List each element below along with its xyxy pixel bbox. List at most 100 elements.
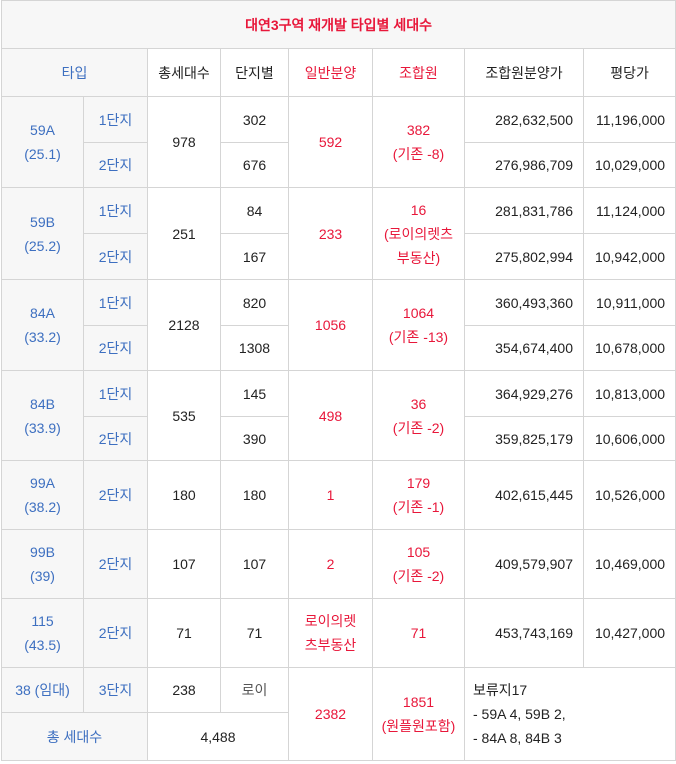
total-label-cell: 총 세대수 bbox=[1, 712, 148, 761]
general-sale-cell: 498 bbox=[288, 370, 373, 461]
complex-cell: 2단지 bbox=[83, 142, 148, 188]
per-pyeong-cell: 10,427,000 bbox=[582, 598, 676, 668]
reserve-note-title: 보류지17 bbox=[473, 682, 528, 698]
member-price-cell: 364,929,276 bbox=[464, 370, 584, 417]
type-size: (33.9) bbox=[24, 419, 61, 436]
complex-count-cell: 302 bbox=[220, 96, 289, 143]
header-total-units: 총세대수 bbox=[147, 48, 221, 97]
table-title: 대연3구역 재개발 타입별 세대수 bbox=[0, 0, 676, 49]
type-size: (38.2) bbox=[24, 499, 61, 515]
member-note: (로이의렛츠 bbox=[383, 225, 454, 242]
type-name: 99B bbox=[30, 544, 55, 560]
complex-count-cell: 167 bbox=[220, 233, 289, 280]
type-cell: 59A (25.1) bbox=[1, 96, 84, 188]
member-price-cell: 360,493,360 bbox=[464, 279, 584, 326]
header-per-complex: 단지별 bbox=[220, 48, 289, 97]
type-name: 59B bbox=[30, 213, 55, 230]
type-name: 99A bbox=[30, 475, 55, 491]
table-row: 2단지 676 276,986,709 10,029,000 bbox=[2, 142, 676, 188]
header-general-sale: 일반분양 bbox=[288, 48, 373, 97]
general-sale-cell: 2 bbox=[288, 529, 373, 599]
type-name: 84A bbox=[30, 305, 55, 321]
total-member-count: 1851 bbox=[402, 694, 435, 710]
complex-cell: 2단지 bbox=[83, 233, 148, 280]
complex-cell: 1단지 bbox=[83, 279, 148, 326]
member-cell: 1064 (기존 -13) bbox=[372, 279, 465, 371]
total-member-note: (원플원포함) bbox=[381, 718, 456, 734]
complex-cell: 2단지 bbox=[83, 416, 148, 461]
table-row: 99A (38.2) 2단지 180 180 1 179 (기존 -1) 402… bbox=[1, 460, 676, 530]
member-count: 36 bbox=[410, 395, 427, 412]
rental-complex-cell: 3단지 bbox=[83, 667, 148, 713]
table-row: 2단지 167 275,802,994 10,942,000 bbox=[2, 233, 676, 280]
table-row: 59A (25.1) 1단지 978 302 592 382 (기존 -8) 2… bbox=[1, 96, 676, 188]
table-row: 59B (25.2) 1단지 251 84 233 16 (로이의렛츠 부동산)… bbox=[1, 187, 676, 280]
header-type: 타입 bbox=[1, 48, 148, 97]
type-size: (25.1) bbox=[24, 146, 61, 162]
member-note-2: 부동산) bbox=[396, 249, 441, 266]
complex-count-cell: 820 bbox=[220, 279, 289, 326]
general-sale-cell: 로이의렛 츠부동산 bbox=[288, 598, 373, 668]
member-cell: 36 (기존 -2) bbox=[372, 370, 465, 461]
table-row: 2단지 390 359,825,179 10,606,000 bbox=[2, 416, 676, 461]
member-note: (기존 -2) bbox=[392, 419, 445, 436]
table-row: 115 (43.5) 2단지 71 71 로이의렛 츠부동산 71 453,74… bbox=[1, 598, 676, 668]
complex-cell: 2단지 bbox=[83, 325, 148, 371]
table-row: 2단지 1308 354,674,400 10,678,000 bbox=[2, 325, 676, 371]
rental-count-cell: 로이 bbox=[220, 667, 289, 713]
per-pyeong-cell: 10,942,000 bbox=[582, 233, 676, 280]
type-name: 84B bbox=[30, 395, 55, 412]
header-per-pyeong: 평당가 bbox=[582, 48, 676, 97]
type-cell: 84A (33.2) bbox=[1, 279, 84, 371]
complex-count-cell: 1308 bbox=[220, 325, 289, 371]
reserve-note-line: - 59A 4, 59B 2, bbox=[473, 706, 566, 722]
total-units-cell: 978 bbox=[147, 96, 221, 188]
general-sale-cell: 1056 bbox=[288, 279, 373, 371]
type-cell: 99B (39) bbox=[1, 529, 84, 599]
general-sale-cell: 233 bbox=[288, 187, 373, 280]
per-pyeong-cell: 10,678,000 bbox=[582, 325, 676, 371]
member-cell: 105 (기존 -2) bbox=[372, 529, 465, 599]
per-pyeong-cell: 10,029,000 bbox=[582, 142, 676, 188]
member-count: 382 bbox=[406, 122, 431, 138]
complex-count-cell: 676 bbox=[220, 142, 289, 188]
rental-type-cell: 38 (임대) bbox=[1, 667, 84, 713]
member-note: (기존 -13) bbox=[388, 329, 449, 345]
total-general-sale-cell: 2382 bbox=[288, 667, 373, 761]
type-cell: 59B (25.2) bbox=[1, 187, 84, 280]
type-name: 115 bbox=[31, 613, 54, 629]
per-pyeong-cell: 10,469,000 bbox=[582, 529, 676, 599]
total-units-cell: 251 bbox=[147, 187, 221, 280]
general-note-2: 츠부동산 bbox=[304, 637, 357, 653]
per-pyeong-cell: 10,911,000 bbox=[582, 279, 676, 326]
rental-row: 38 (임대) 3단지 238 로이 2382 1851 (원플원포함) 보류지… bbox=[1, 667, 676, 761]
member-count: 105 bbox=[406, 544, 431, 560]
reserve-note-line: - 84A 8, 84B 3 bbox=[473, 730, 562, 746]
type-size: (39) bbox=[30, 568, 55, 584]
member-price-cell: 276,986,709 bbox=[464, 142, 584, 188]
member-cell: 179 (기존 -1) bbox=[372, 460, 465, 530]
total-units-cell: 180 bbox=[147, 460, 221, 530]
complex-cell: 1단지 bbox=[83, 187, 148, 234]
complex-cell: 2단지 bbox=[83, 460, 148, 530]
table-row: 84A (33.2) 1단지 2128 820 1056 1064 (기존 -1… bbox=[1, 279, 676, 371]
member-cell: 16 (로이의렛츠 부동산) bbox=[372, 187, 465, 280]
member-price-cell: 282,632,500 bbox=[464, 96, 584, 143]
total-units-cell: 107 bbox=[147, 529, 221, 599]
per-pyeong-cell: 10,526,000 bbox=[582, 460, 676, 530]
member-note: (기존 -1) bbox=[392, 499, 445, 515]
member-cell: 382 (기존 -8) bbox=[372, 96, 465, 188]
per-pyeong-cell: 11,124,000 bbox=[582, 187, 676, 234]
member-note: (기존 -2) bbox=[392, 568, 445, 584]
general-note: 로이의렛 bbox=[304, 613, 357, 629]
total-units-cell: 71 bbox=[147, 598, 221, 668]
complex-count-cell: 180 bbox=[220, 460, 289, 530]
general-sale-cell: 1 bbox=[288, 460, 373, 530]
header-members: 조합원 bbox=[372, 48, 465, 97]
complex-count-cell: 390 bbox=[220, 416, 289, 461]
total-member-cell: 1851 (원플원포함) bbox=[372, 667, 465, 761]
member-price-cell: 453,743,169 bbox=[464, 598, 584, 668]
member-price-cell: 354,674,400 bbox=[464, 325, 584, 371]
complex-cell: 1단지 bbox=[83, 96, 148, 143]
member-count: 16 bbox=[410, 201, 427, 218]
